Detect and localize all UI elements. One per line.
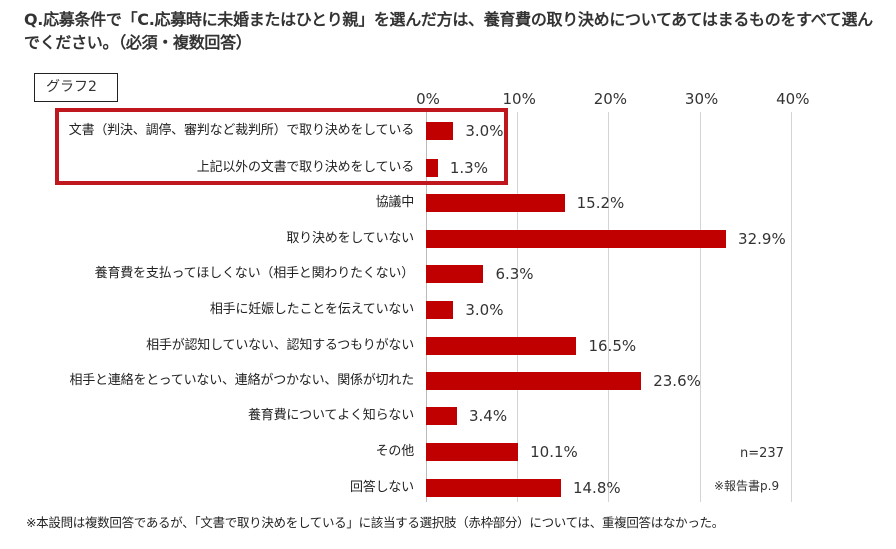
bar-value-label: 15.2% — [576, 194, 625, 212]
gridline — [699, 112, 701, 502]
source-note: ※報告書p.9 — [714, 479, 780, 493]
bar-row: 取り決めをしていない 32.9% — [0, 229, 896, 249]
bar — [426, 479, 561, 497]
category-label: 養育費を支払ってほしくない（相手と関わりたくない） — [94, 266, 415, 281]
bar-value-label: 14.8% — [572, 479, 621, 497]
axis-tick-label: 0% — [416, 90, 440, 108]
footnote: ※本設問は複数回答であるが、「文書で取り決めをしている」に該当する選択肢（赤枠部… — [26, 515, 724, 530]
bar-row: 相手に妊娠したことを伝えていない 3.0% — [0, 300, 896, 320]
bar — [426, 372, 642, 390]
axis-tick-label: 30% — [684, 90, 719, 108]
category-label: 養育費についてよく知らない — [247, 408, 414, 423]
bar — [426, 443, 519, 461]
bar — [426, 230, 727, 248]
category-label: 協議中 — [375, 195, 415, 210]
bar-row: 養育費についてよく知らない 3.4% — [0, 406, 896, 426]
bar-value-label: 10.1% — [530, 443, 578, 461]
bar — [426, 301, 454, 319]
highlight-frame — [55, 108, 508, 185]
axis-tick-label: 20% — [593, 90, 628, 108]
gridline — [790, 112, 792, 502]
bar — [426, 122, 454, 140]
bar-value-label: 1.3% — [449, 159, 488, 177]
category-label: 取り決めをしていない — [286, 231, 414, 246]
question-title: Q.応募条件で「C.応募時に未婚またはひとり親」を選んだ方は、養育費の取り決めに… — [24, 10, 873, 52]
bar-value-label: 16.5% — [588, 337, 637, 355]
bar-row: その他 10.1% — [0, 442, 896, 462]
bar-value-label: 3.0% — [465, 301, 504, 319]
bar-value-label: 3.4% — [469, 407, 508, 425]
axis-tick-label: 40% — [776, 90, 810, 108]
bar-row: 上記以外の文書で取り決めをしている 1.3% — [0, 158, 896, 178]
category-label: その他 — [375, 444, 415, 459]
bar — [426, 194, 565, 212]
bar-value-label: 6.3% — [495, 265, 534, 283]
category-label: 回答しない — [349, 480, 414, 495]
category-label: 相手が認知していない、認知するつもりがない — [146, 338, 414, 353]
category-label: 上記以外の文書で取り決めをしている — [196, 160, 414, 175]
gridline — [517, 112, 519, 502]
sample-size-note: n=237 — [740, 446, 784, 461]
bar-row: 文書（判決、調停、審判など裁判所）で取り決めをしている 3.0% — [0, 121, 896, 141]
graph-tag: グラフ2 — [34, 73, 118, 102]
bar — [426, 159, 438, 177]
bar — [426, 407, 457, 425]
bar-row: 回答しない 14.8% — [0, 478, 896, 498]
bar-row: 相手が認知していない、認知するつもりがない 16.5% — [0, 336, 896, 356]
bar-row: 養育費を支払ってほしくない（相手と関わりたくない） 6.3% — [0, 264, 896, 284]
category-label: 文書（判決、調停、審判など裁判所）で取り決めをしている — [68, 123, 414, 138]
bar-value-label: 3.0% — [465, 122, 504, 140]
bar-row: 協議中 15.2% — [0, 193, 896, 213]
axis-tick-label: 10% — [502, 90, 536, 108]
category-label: 相手と連絡をとっていない、連絡がつかない、関係が切れた — [69, 373, 414, 388]
bar-value-label: 23.6% — [653, 372, 701, 390]
gridline — [608, 112, 610, 502]
category-label: 相手に妊娠したことを伝えていない — [209, 302, 414, 317]
bar — [426, 265, 484, 283]
bar — [426, 337, 577, 355]
bar-row: 相手と連絡をとっていない、連絡がつかない、関係が切れた 23.6% — [0, 371, 896, 391]
bar-value-label: 32.9% — [738, 230, 786, 248]
